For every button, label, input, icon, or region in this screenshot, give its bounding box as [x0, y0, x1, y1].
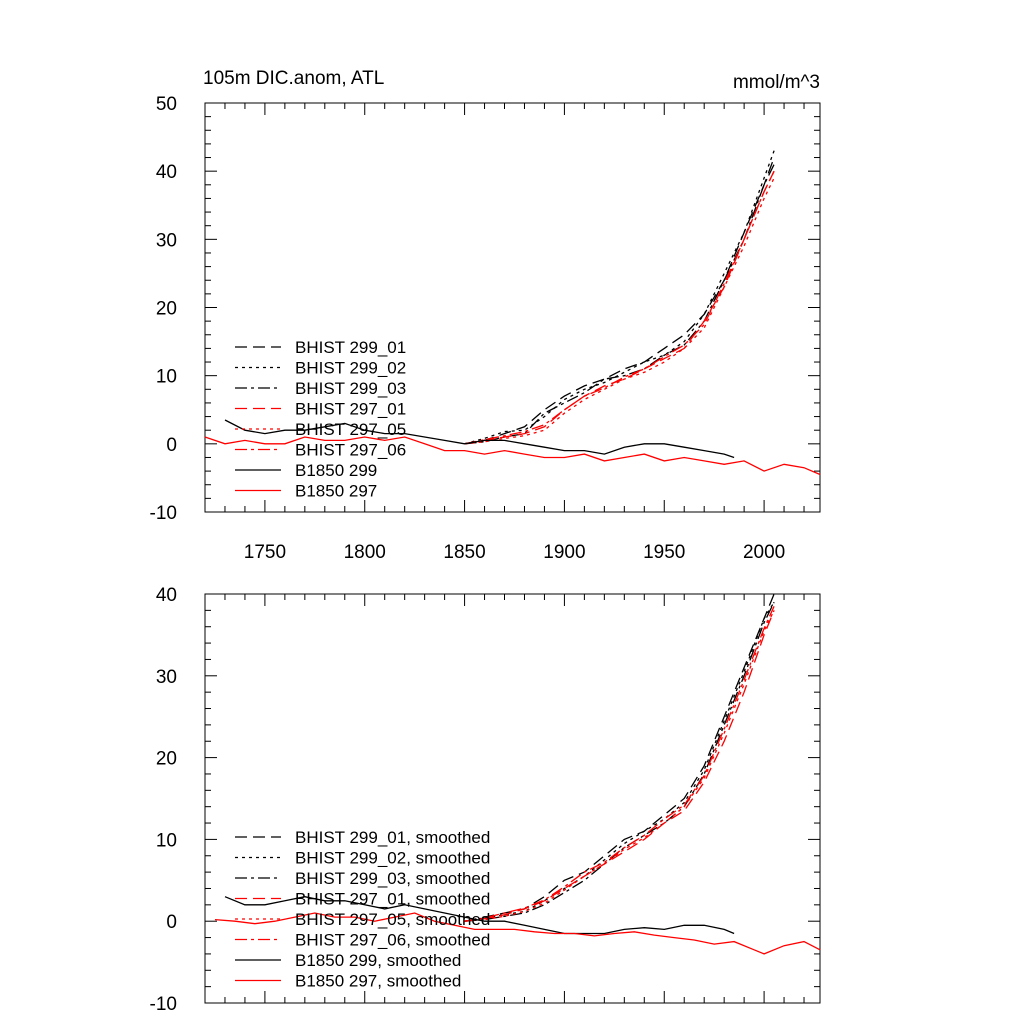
legend-label-3: BHIST 297_01 — [295, 400, 406, 419]
top-ticks: 1750 1800 1850 1900 1950 2000 -10 0 10 20 30 40 50 — [150, 94, 820, 563]
legend-label-6: B1850 299, smoothed — [295, 951, 461, 970]
legend-label-0: BHIST 299_01, smoothed — [295, 828, 490, 847]
series-line-7 — [214, 912, 821, 955]
legend-label-2: BHIST 299_03, smoothed — [295, 869, 490, 888]
series-line-3 — [464, 610, 775, 922]
y-tick-label: 50 — [156, 94, 177, 115]
series-line-6 — [224, 896, 735, 935]
legend-label-5: BHIST 297_06, smoothed — [295, 931, 490, 950]
legend-label-3: BHIST 297_01, smoothed — [295, 890, 490, 909]
y-tick-label: 10 — [156, 367, 177, 388]
series-line-4 — [464, 610, 775, 922]
series-line-0 — [464, 157, 775, 445]
legend-label-5: BHIST 297_06 — [295, 441, 406, 460]
legend-label-1: BHIST 299_02 — [295, 359, 406, 378]
legend-label-7: B1850 297, smoothed — [295, 972, 461, 991]
top-title: 105m DIC.anom, ATL — [203, 68, 384, 89]
series-line-5 — [464, 606, 775, 922]
y-tick-label: 20 — [156, 299, 177, 320]
series-line-0 — [464, 593, 775, 922]
bottom-series-layer — [214, 593, 821, 955]
series-line-5 — [464, 170, 775, 445]
x-tick-label: 1850 — [443, 542, 485, 563]
y-tick-label: -10 — [150, 503, 177, 524]
x-tick-label: 1900 — [543, 542, 585, 563]
legend-label-0: BHIST 299_01 — [295, 338, 406, 357]
y-tick-label: 0 — [166, 912, 177, 933]
y-tick-label: 10 — [156, 830, 177, 851]
series-line-2 — [464, 164, 775, 445]
x-tick-label: 1950 — [643, 542, 685, 563]
y-tick-label: 40 — [156, 162, 177, 183]
top-units: mmol/m^3 — [733, 72, 820, 93]
top-panel: 105m DIC.anom, ATL mmol/m^3 1750 1800 1850… — [150, 68, 821, 563]
bottom-ticks: -10 0 10 20 30 40 — [150, 585, 820, 1015]
legend-label-4: BHIST 297_05, smoothed — [295, 910, 490, 929]
series-line-2 — [464, 601, 775, 922]
bottom-plot-frame — [204, 593, 821, 1004]
x-tick-label: 2000 — [743, 542, 785, 563]
series-line-1 — [464, 601, 775, 922]
series-line-7 — [204, 436, 821, 476]
y-tick-label: 30 — [156, 667, 177, 688]
bottom-legend: BHIST 299_01, smoothed BHIST 299_02, smoo… — [235, 828, 490, 991]
y-tick-label: 40 — [156, 585, 177, 606]
legend-label-1: BHIST 299_02, smoothed — [295, 849, 490, 868]
x-tick-label: 1750 — [244, 542, 286, 563]
legend-label-6: B1850 299 — [295, 461, 377, 480]
y-tick-label: -10 — [150, 994, 177, 1015]
legend-label-2: BHIST 299_03 — [295, 379, 406, 398]
y-tick-label: 20 — [156, 749, 177, 770]
top-series-layer — [204, 150, 821, 476]
series-line-3 — [464, 170, 775, 445]
legend-label-7: B1850 297 — [295, 482, 377, 501]
series-line-4 — [464, 177, 775, 445]
x-tick-label: 1800 — [344, 542, 386, 563]
y-tick-label: 0 — [166, 435, 177, 456]
series-line-6 — [224, 419, 735, 459]
series-line-1 — [464, 150, 775, 445]
y-tick-label: 30 — [156, 230, 177, 251]
legend-label-4: BHIST 297_05 — [295, 420, 406, 439]
